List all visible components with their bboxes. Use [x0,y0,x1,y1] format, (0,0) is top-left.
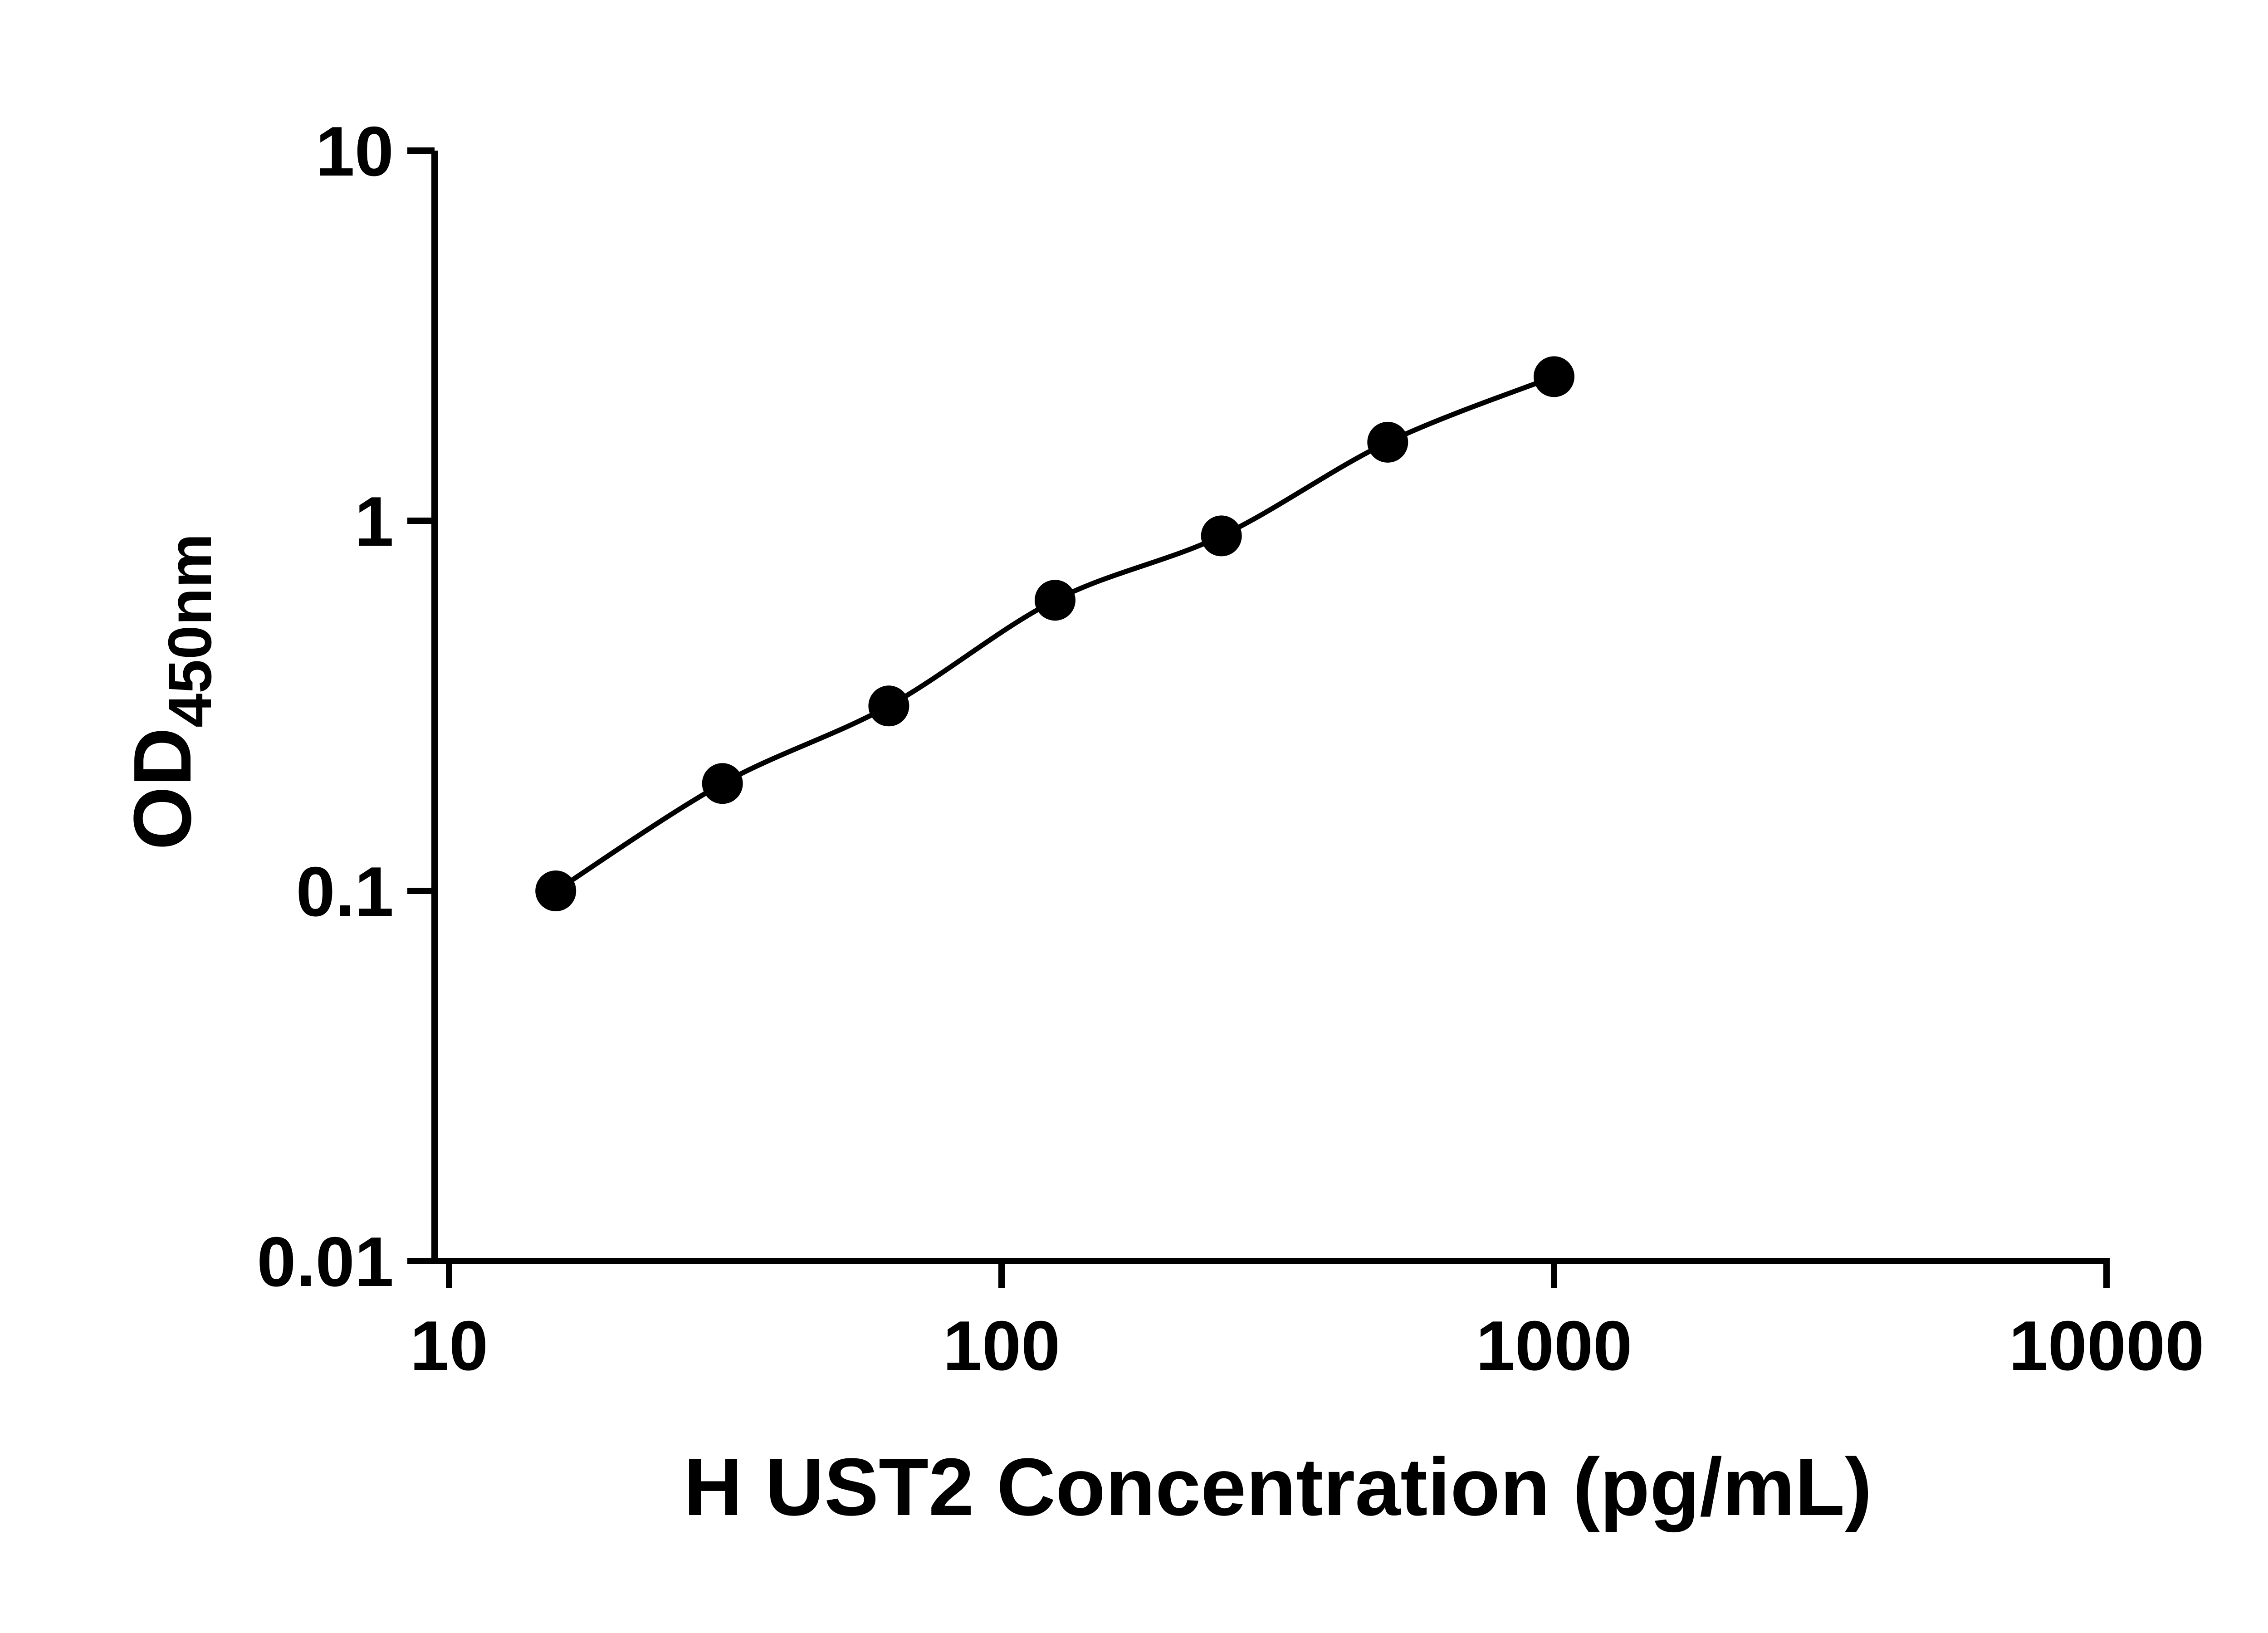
x-tick-label: 100 [943,1306,1061,1385]
data-point [535,870,577,911]
x-tick-label: 10 [410,1306,488,1385]
y-tick-label: 1 [355,482,394,561]
y-axis-title-subscript: 450nm [156,533,224,728]
x-tick-label: 1000 [1476,1306,1633,1385]
y-tick-label: 0.1 [296,852,394,931]
x-axis-title: H UST2 Concentration (pg/mL) [684,1442,1872,1533]
y-tick-label: 10 [316,112,394,191]
axes [431,151,2110,1264]
y-axis-title-main: OD [117,728,208,850]
data-point [868,685,909,727]
x-tick-label: 10000 [2009,1306,2204,1385]
axis-ticks [407,147,2110,1288]
data-point [1367,421,1408,463]
data-point [1201,515,1242,557]
data-series [535,356,1574,911]
data-point [1534,356,1574,397]
y-tick-label: 0.01 [257,1222,394,1301]
data-point [1035,580,1075,621]
data-point [702,763,743,804]
y-axis-title: OD450nm [117,533,224,850]
